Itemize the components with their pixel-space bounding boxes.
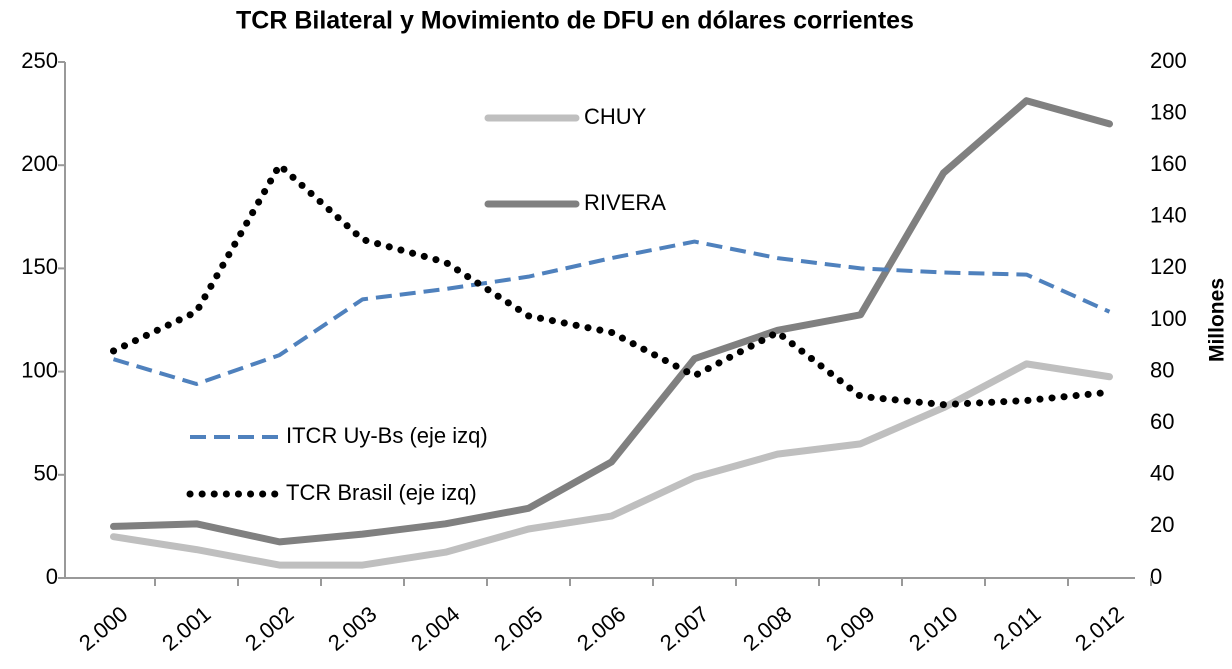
x-tick-label: 2.011 [988,601,1045,654]
x-tick-label: 2.001 [157,601,215,656]
x-tick-label: 2.000 [74,601,132,656]
legend-label: RIVERA [584,190,666,215]
y2-tick-label: 180 [1150,99,1187,124]
x-tick-label: 2.002 [240,601,298,656]
y2-tick-label: 80 [1150,357,1174,382]
y2-tick-label: 20 [1150,512,1174,537]
series-line [112,239,1111,386]
y-tick-label: 250 [21,48,58,73]
y2-tick-label: 100 [1150,306,1187,331]
x-tick-label: 2.010 [904,601,962,656]
legend-label: CHUY [584,104,647,129]
y2-tick-label: 140 [1150,203,1187,228]
x-tick-label: 2.003 [323,601,381,656]
x-tick-label: 2.009 [821,601,879,656]
y2-tick-label: 0 [1150,564,1162,589]
y-tick-label: 200 [21,151,58,176]
y2-axis-label: Millones [1206,278,1229,362]
y2-tick-label: 120 [1150,254,1187,279]
x-tick-label: 2.007 [655,601,713,656]
legend-label: ITCR Uy-Bs (eje izq) [286,423,488,448]
chart-title: TCR Bilateral y Movimiento de DFU en dól… [236,7,914,35]
y2-tick-label: 40 [1150,461,1174,486]
y-tick-label: 50 [34,461,58,486]
x-tick-label: 2.005 [489,601,547,656]
y2-tick-label: 60 [1150,409,1174,434]
series-line [110,161,1113,409]
x-tick-label: 2.006 [572,601,630,656]
y-tick-label: 0 [46,564,58,589]
y2-tick-label: 160 [1150,151,1187,176]
legend-label: TCR Brasil (eje izq) [286,480,477,505]
y-tick-label: 150 [21,254,58,279]
x-tick-label: 2.008 [738,601,796,656]
y-tick-label: 100 [21,357,58,382]
y2-tick-label: 200 [1150,48,1187,73]
x-tick-label: 2.012 [1070,601,1128,656]
x-tick-label: 2.004 [406,601,464,656]
series-line [110,97,1113,546]
